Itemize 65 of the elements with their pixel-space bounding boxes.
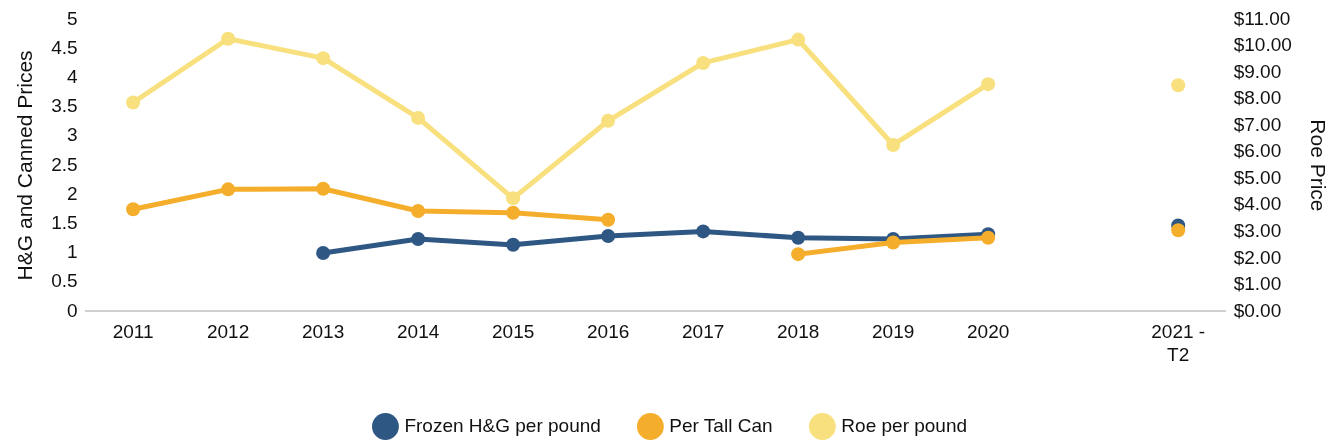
point xyxy=(506,205,521,220)
point xyxy=(981,77,996,92)
point xyxy=(791,230,806,245)
point xyxy=(601,229,616,244)
y2-tick-label: $9.00 xyxy=(1233,60,1282,82)
x-tick-label: 2020 xyxy=(967,321,1010,343)
point xyxy=(791,32,806,47)
x-tick-label: 2011 xyxy=(112,321,154,343)
y2-axis-title: Roe Price xyxy=(1306,119,1330,212)
y-tick-label: 1 xyxy=(67,241,78,263)
x-tick-label: 2017 xyxy=(682,321,725,343)
x-tick-label: 2021 - T2 xyxy=(1151,321,1206,365)
y-tick-label: 0.5 xyxy=(51,270,78,292)
point xyxy=(696,55,711,70)
x-tick-label: 2015 xyxy=(492,321,535,343)
y2-tick-label: $3.00 xyxy=(1233,220,1282,241)
y-tick-label: 2.5 xyxy=(51,153,78,175)
point xyxy=(696,224,711,239)
y-tick-label: 3.5 xyxy=(51,95,78,117)
point xyxy=(791,247,806,262)
x-tick-label: 2012 xyxy=(206,321,250,343)
point xyxy=(1171,78,1186,93)
y-tick-label: 2 xyxy=(67,182,78,204)
point xyxy=(411,231,426,246)
y-tick-label: 0 xyxy=(67,299,78,321)
y-tick-label: 4 xyxy=(67,66,79,88)
x-tick-label: 2016 xyxy=(587,321,630,343)
point xyxy=(601,212,616,227)
point xyxy=(1171,223,1186,238)
y2-tick-label: $10.00 xyxy=(1233,34,1292,56)
y2-tick-label: $11.00 xyxy=(1233,7,1291,29)
point xyxy=(506,237,521,252)
point xyxy=(126,95,141,110)
y2-tick-label: $2.00 xyxy=(1233,246,1282,268)
point xyxy=(886,235,901,250)
point xyxy=(316,51,331,66)
legend-label: Frozen H&G per pound xyxy=(404,414,601,436)
point xyxy=(221,182,236,197)
y2-tick-label: $6.00 xyxy=(1233,140,1282,162)
y-tick-label: 1.5 xyxy=(51,212,78,234)
point xyxy=(316,181,331,196)
y2-tick-label: $1.00 xyxy=(1233,273,1282,295)
y-tick-label: 3 xyxy=(67,124,78,146)
point xyxy=(411,110,426,125)
y2-tick-label: $0.00 xyxy=(1233,299,1282,321)
x-tick-label: 2013 xyxy=(301,321,345,343)
y2-tick-label: $4.00 xyxy=(1233,193,1282,215)
y-axis-title: H&G and Canned Prices xyxy=(13,50,37,281)
y-tick-label: 5 xyxy=(67,7,78,29)
y2-tick-label: $8.00 xyxy=(1233,87,1282,109)
point xyxy=(221,31,236,46)
y2-tick-label: $5.00 xyxy=(1233,166,1282,188)
y2-tick-label: $7.00 xyxy=(1233,113,1282,135)
y-tick-label: 4.5 xyxy=(51,36,78,58)
point xyxy=(506,191,521,206)
point xyxy=(886,137,901,152)
legend-label: Roe per pound xyxy=(841,414,968,436)
x-tick-label: 2019 xyxy=(872,321,915,343)
x-tick-label: 2018 xyxy=(777,321,820,343)
point xyxy=(126,202,141,217)
x-tick-label: 2014 xyxy=(396,321,440,343)
point xyxy=(601,113,616,128)
legend-label: Per Tall Can xyxy=(669,414,773,436)
point xyxy=(316,246,331,260)
point xyxy=(411,203,426,218)
